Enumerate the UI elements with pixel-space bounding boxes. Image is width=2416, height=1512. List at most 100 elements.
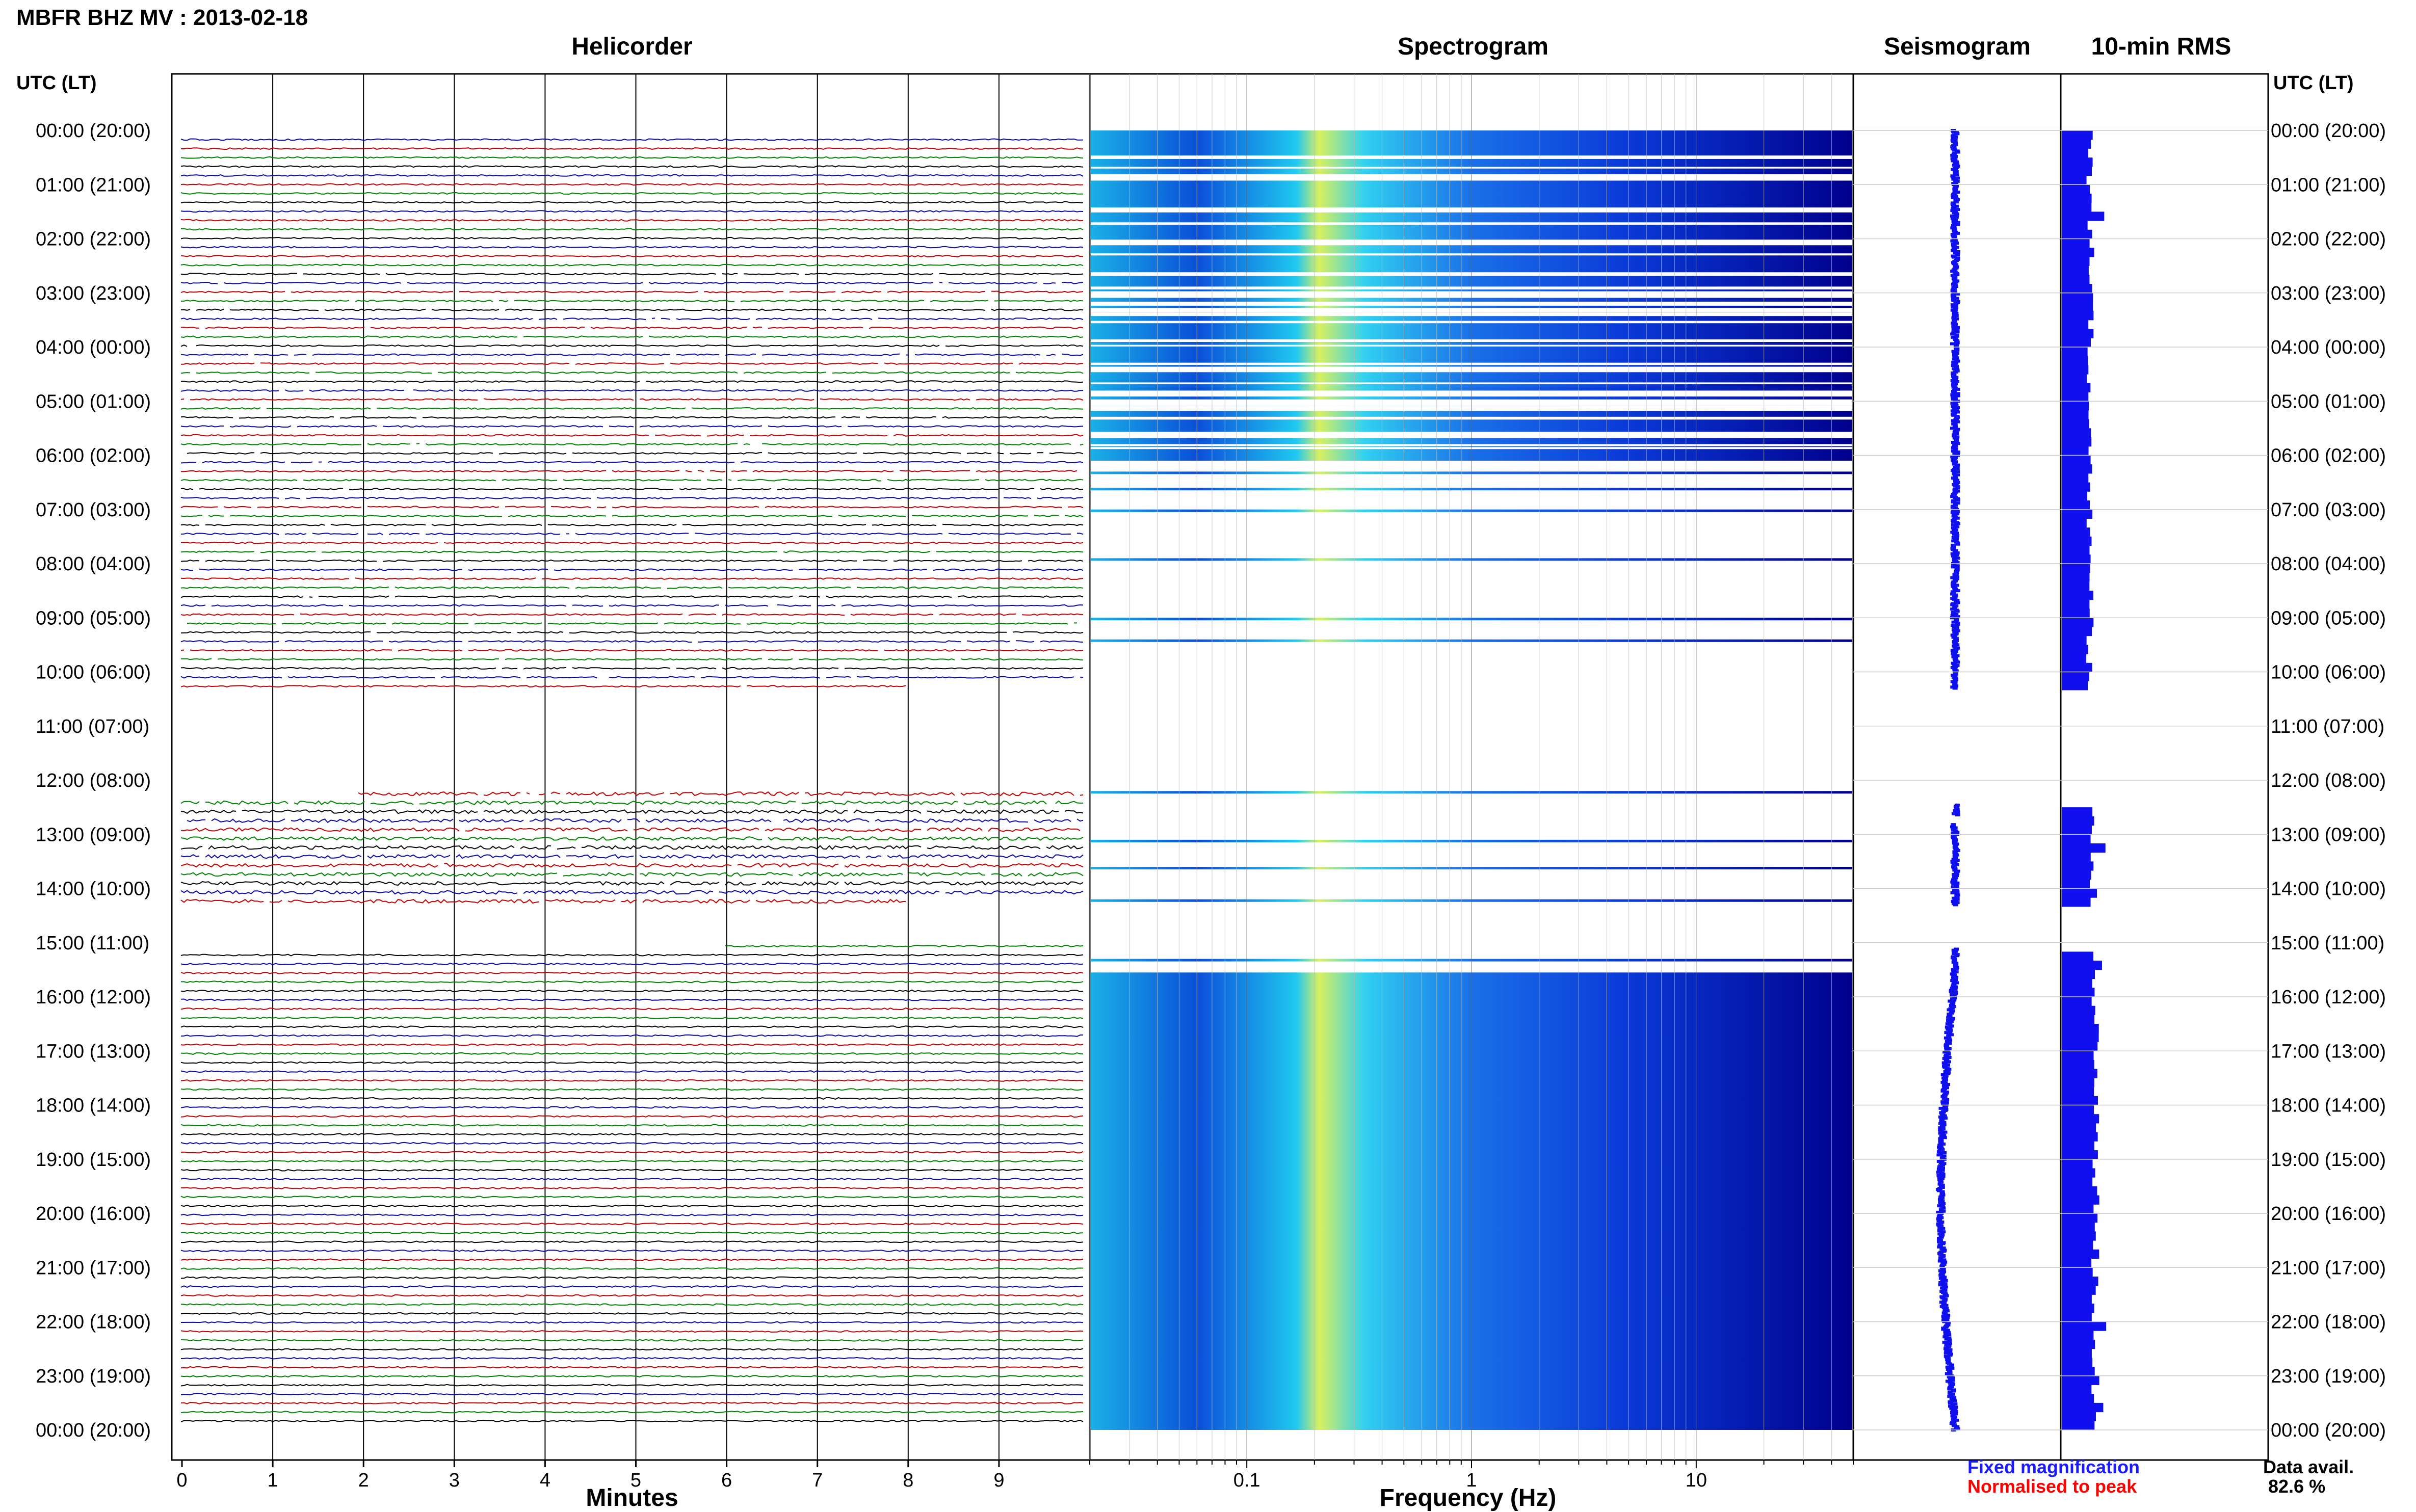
rms-bar	[2062, 383, 2091, 393]
helicorder-trace	[180, 1393, 1084, 1396]
helicorder-trace	[180, 479, 1084, 482]
minute-tick-label: 7	[812, 1470, 823, 1491]
rms-bar	[2062, 455, 2091, 465]
helicorder-trace	[180, 1204, 1084, 1207]
rms-bar	[2062, 1375, 2099, 1385]
rms-bar	[2062, 365, 2089, 375]
helicorder-trace	[725, 944, 1084, 948]
helicorder-trace	[180, 1052, 1084, 1055]
helicorder-trace	[180, 1061, 1084, 1064]
helicorder-trace	[180, 998, 1084, 1001]
rms-bar	[2062, 482, 2090, 492]
time-label-right: 11:00 (07:00)	[2271, 716, 2384, 737]
rms-bar	[2062, 166, 2092, 176]
helicorder-trace	[180, 308, 1084, 311]
rms-bar	[2062, 1367, 2095, 1376]
rms-bar	[2062, 491, 2088, 501]
minute-tick-label: 8	[903, 1470, 913, 1491]
rms-bar	[2062, 221, 2088, 230]
rms-bar	[2062, 545, 2090, 555]
rms-bar	[2062, 401, 2089, 411]
helicorder-trace	[180, 989, 1084, 992]
rms-bar	[2062, 329, 2094, 338]
minute-tick-label: 0	[176, 1470, 187, 1491]
rms-bar	[2062, 807, 2093, 817]
time-label-right: 06:00 (02:00)	[2271, 445, 2386, 467]
time-label-right: 01:00 (21:00)	[2271, 174, 2386, 196]
helicorder-trace	[180, 640, 1084, 643]
rms-bar	[2062, 1294, 2092, 1304]
helicorder-trace	[180, 210, 1084, 213]
time-label-left: 22:00 (18:00)	[36, 1312, 151, 1333]
helicorder-trace	[180, 344, 1084, 347]
rms-bar	[2062, 969, 2095, 979]
time-label-right: 20:00 (16:00)	[2271, 1203, 2386, 1225]
time-label-left: 04:00 (00:00)	[36, 337, 151, 358]
helicorder-trace	[180, 1133, 1084, 1136]
helicorder-frame	[171, 73, 1091, 1461]
helicorder-trace	[180, 1151, 1084, 1154]
rms-bar	[2062, 446, 2089, 456]
rms-bar	[2062, 1267, 2093, 1277]
legend-fixed-magnification: Fixed magnification	[1967, 1456, 2140, 1477]
rms-bar	[2062, 834, 2091, 844]
rms-bar	[2062, 626, 2092, 636]
rms-bar	[2062, 1069, 2097, 1078]
rms-bar	[2062, 1168, 2095, 1178]
rms-bar	[2062, 1222, 2095, 1232]
rms-bar	[2062, 536, 2092, 546]
helicorder-trace	[180, 273, 1084, 276]
rms-bar	[2062, 356, 2088, 365]
helicorder-trace	[180, 827, 1081, 832]
rms-bar	[2062, 1249, 2099, 1259]
rms-bar	[2062, 1394, 2094, 1403]
rms-bar	[2062, 591, 2093, 600]
helicorder-trace	[180, 147, 1084, 150]
helicorder-trace	[180, 613, 1084, 616]
rms-bar	[2062, 581, 2090, 591]
rms-bar	[2062, 861, 2094, 871]
rms-header: 10-min RMS	[2091, 33, 2231, 60]
helicorder-trace	[180, 514, 1084, 518]
time-label-left: 11:00 (07:00)	[36, 716, 149, 737]
helicorder-trace	[180, 523, 1084, 526]
rms-bar	[2062, 1159, 2093, 1169]
rms-bar	[2062, 961, 2103, 970]
helicorder-trace	[181, 299, 1084, 303]
rms-bar	[2062, 1348, 2092, 1358]
rms-bar	[2062, 157, 2093, 167]
helicorder-trace	[180, 1213, 1084, 1216]
helicorder-trace	[180, 1159, 1084, 1163]
rms-bar	[2062, 1304, 2094, 1313]
rms-bar	[2062, 618, 2094, 627]
legend-normalised-to-peak: Normalised to peak	[1967, 1476, 2137, 1497]
helicorder-trace	[180, 676, 1084, 679]
helicorder-trace	[180, 416, 1084, 419]
time-label-right: 00:00 (20:00)	[2271, 120, 2386, 142]
rms-bar	[2062, 1285, 2096, 1295]
rms-bar	[2062, 419, 2089, 429]
helicorder-trace	[180, 1419, 1084, 1422]
helicorder-trace	[358, 791, 1084, 797]
rms-bar	[2062, 202, 2092, 212]
helicorder-trace	[180, 443, 1084, 446]
rms-bar	[2062, 1150, 2098, 1160]
rms-bar	[2062, 464, 2092, 474]
rms-bar	[2062, 148, 2088, 158]
helicorder-trace	[180, 541, 1084, 544]
rms-bar	[2062, 1331, 2094, 1340]
rms-bar	[2062, 870, 2091, 880]
helicorder-trace	[181, 488, 1084, 491]
time-label-left: 23:00 (19:00)	[36, 1366, 151, 1387]
helicorder-trace	[180, 201, 1084, 204]
helicorder-trace	[187, 818, 1084, 824]
helicorder-trace	[180, 1401, 1084, 1404]
time-label-left: 09:00 (05:00)	[36, 607, 151, 629]
time-label-right: 05:00 (01:00)	[2271, 391, 2386, 412]
helicorder-trace	[180, 568, 1084, 571]
helicorder-trace	[180, 317, 1084, 321]
helicorder-trace	[181, 1240, 1084, 1243]
time-label-left: 00:00 (20:00)	[36, 120, 151, 142]
time-label-right: 03:00 (23:00)	[2271, 283, 2386, 304]
rms-bar	[2062, 564, 2090, 573]
